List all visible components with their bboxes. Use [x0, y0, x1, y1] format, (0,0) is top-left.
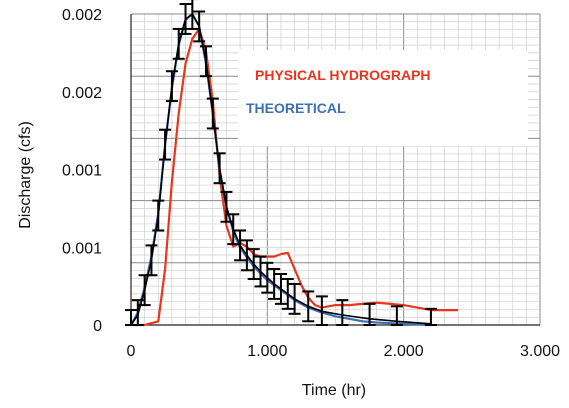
- error-bar: [131, 299, 144, 326]
- y-tick-label: 0.001: [62, 163, 102, 180]
- error-bar: [424, 307, 437, 326]
- error-bar: [206, 97, 219, 130]
- error-bar: [234, 229, 247, 262]
- error-bars: [125, 0, 437, 326]
- error-bar: [152, 199, 165, 232]
- error-bar: [363, 302, 376, 326]
- error-bar: [179, 3, 192, 35]
- error-bar: [220, 190, 233, 223]
- error-bar: [145, 244, 158, 277]
- y-tick-label: 0: [93, 318, 102, 335]
- y-tick-label: 0.002: [62, 7, 102, 24]
- error-bar: [254, 255, 267, 288]
- error-bar: [390, 305, 403, 326]
- error-bar: [213, 152, 226, 185]
- legend: PHYSICAL HYDROGRAPH THEORETICAL: [238, 50, 528, 146]
- axes: [130, 14, 540, 326]
- error-bar: [227, 213, 240, 246]
- error-bar: [274, 272, 287, 305]
- x-tick-label: 0: [127, 343, 136, 360]
- error-bar: [302, 290, 315, 323]
- error-bar: [315, 295, 328, 326]
- legend-series-theoretical: THEORETICAL: [246, 100, 346, 116]
- legend-series-physical: PHYSICAL HYDROGRAPH: [255, 67, 431, 83]
- error-bar: [247, 248, 260, 280]
- error-bar: [172, 27, 185, 60]
- x-tick-label: 2.000: [384, 343, 424, 360]
- x-tick-label: 3.000: [520, 343, 560, 360]
- error-bar: [261, 261, 274, 294]
- legend-box: [238, 50, 528, 146]
- y-tick-label: 0.002: [62, 85, 102, 102]
- error-bar: [186, 0, 199, 30]
- error-bar: [281, 277, 294, 310]
- y-axis-label: Discharge (cfs): [17, 121, 34, 229]
- error-bar: [288, 282, 301, 315]
- error-bar: [165, 70, 178, 103]
- error-bar: [193, 10, 206, 43]
- x-axis-label: Time (hr): [302, 382, 366, 399]
- x-tick-label: 1.000: [247, 343, 287, 360]
- error-bar: [336, 299, 349, 326]
- tick-labels: 0 1.000 2.000 3.000 0 0.001 0.001 0.002 0.002: [62, 7, 560, 360]
- error-bar: [268, 268, 281, 300]
- y-tick-label: 0.001: [62, 240, 102, 257]
- error-bar: [159, 128, 172, 161]
- error-bar: [199, 45, 212, 78]
- error-bar: [240, 239, 253, 272]
